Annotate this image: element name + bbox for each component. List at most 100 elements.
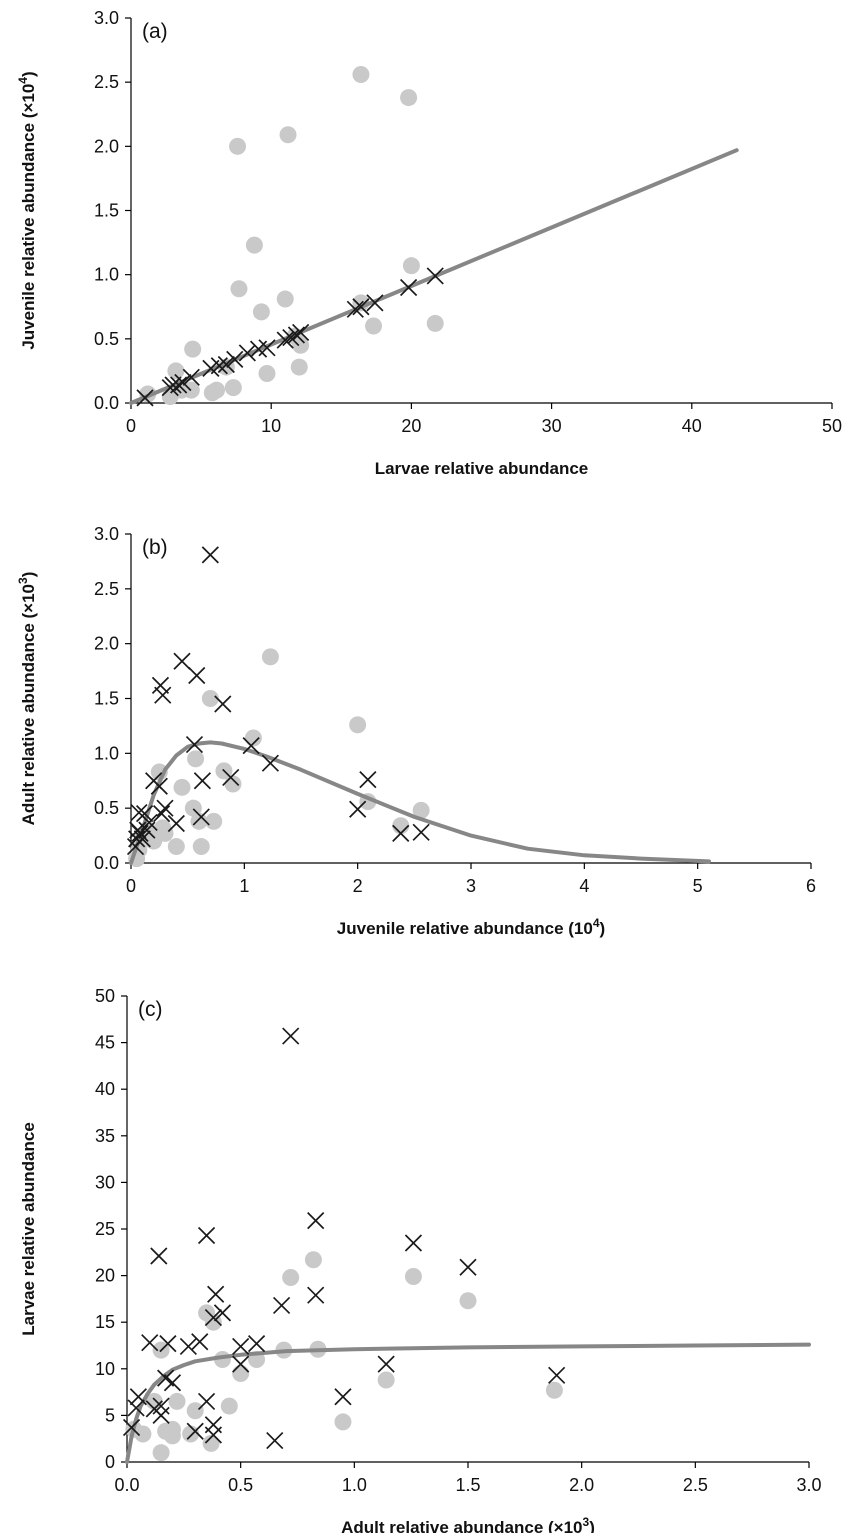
data-point-cross	[192, 808, 210, 826]
title-close: )	[589, 1518, 595, 1533]
data-point-cross	[232, 1355, 250, 1373]
data-point-circle	[352, 65, 370, 83]
data-point-cross	[247, 1335, 266, 1353]
data-point-circle	[167, 362, 185, 380]
data-point-cross	[352, 298, 370, 316]
data-point-cross	[366, 294, 384, 312]
data-point-cross	[349, 800, 367, 818]
data-point-circle	[192, 838, 210, 856]
data-point-circle	[276, 290, 294, 308]
data-point-cross	[167, 814, 185, 833]
data-point-circle	[365, 317, 383, 335]
data-point-cross	[238, 344, 256, 362]
title-text: Juvenile relative abundance (10	[337, 919, 593, 938]
y-tick-label: 20	[95, 1266, 115, 1286]
y-tick-label: 0.5	[94, 798, 119, 818]
data-point-circle	[168, 1392, 186, 1410]
x-tick-label: 10	[261, 416, 281, 436]
data-point-cross	[210, 357, 228, 375]
x-tick-label: 50	[822, 416, 842, 436]
data-point-cross	[152, 805, 171, 823]
data-point-circle	[279, 126, 297, 144]
data-point-cross	[197, 1226, 216, 1245]
data-point-cross	[152, 1397, 170, 1415]
x-tick-label: 40	[682, 416, 702, 436]
data-point-cross	[292, 323, 310, 342]
y-tick-label: 25	[95, 1219, 115, 1239]
data-point-circle	[224, 379, 242, 397]
data-point-cross	[173, 652, 191, 670]
data-point-cross	[174, 373, 192, 392]
data-point-circle	[173, 778, 191, 796]
data-point-cross	[242, 737, 260, 755]
y-tick-label: 2.5	[94, 579, 119, 599]
data-point-circle	[182, 1425, 200, 1443]
x-axis-title: Adult relative abundance (×103)	[341, 1515, 595, 1533]
y-axis-title: Larvae relative abundance	[19, 1122, 38, 1336]
panel-label: (b)	[142, 536, 168, 559]
data-point-cross	[188, 666, 206, 685]
x-tick-label: 0.5	[228, 1475, 253, 1495]
data-point-circle	[232, 1364, 250, 1382]
data-point-circle	[545, 1381, 563, 1399]
data-point-cross	[307, 1212, 325, 1230]
data-point-circle	[163, 1420, 181, 1438]
x-tick-label: 0.0	[114, 1475, 139, 1495]
data-point-cross	[185, 735, 204, 754]
title-text: Larvae relative abundance	[375, 459, 589, 478]
data-point-cross	[152, 1406, 170, 1425]
data-point-circle	[134, 1425, 152, 1443]
data-point-cross	[276, 331, 294, 349]
data-point-cross	[159, 1335, 177, 1353]
data-point-circle	[334, 1413, 352, 1431]
data-point-circle	[400, 89, 418, 107]
data-point-circle	[202, 1434, 220, 1452]
data-point-cross	[359, 771, 377, 789]
data-point-circle	[304, 1251, 322, 1269]
fit-curve	[129, 740, 711, 865]
data-point-circle	[190, 812, 208, 830]
data-point-cross	[266, 1431, 284, 1450]
data-point-cross	[151, 676, 170, 694]
data-point-circle	[412, 801, 430, 819]
data-point-circle	[224, 775, 242, 793]
data-point-cross	[197, 1392, 216, 1411]
data-point-cross	[154, 686, 172, 704]
data-point-circle	[258, 364, 276, 382]
chart-panel-2: 0.0 0.5 1.0 1.5 2.0 2.5 3.0 0 1 2 3 4 5 6 (b) Juvenile …	[16, 524, 816, 938]
data-point-cross	[399, 278, 418, 297]
data-point-cross	[261, 754, 280, 772]
data-point-circle	[252, 303, 270, 321]
data-point-cross	[282, 328, 300, 347]
data-point-cross	[222, 768, 240, 787]
y-tick-label: 10	[95, 1359, 115, 1379]
data-point-cross	[164, 376, 182, 394]
data-point-circle	[201, 690, 219, 707]
y-tick-label: 40	[95, 1079, 115, 1099]
data-point-cross	[426, 267, 444, 285]
data-point-circle	[377, 1371, 395, 1389]
y-tick-label: 2.0	[94, 136, 119, 156]
data-point-cross	[214, 695, 232, 713]
x-tick-label: 6	[806, 876, 816, 896]
x-tick-label: 3	[466, 876, 476, 896]
y-tick-label: 5	[105, 1405, 115, 1425]
data-point-circle	[392, 817, 410, 835]
data-point-cross	[272, 1296, 291, 1315]
x-tick-label: 2.5	[683, 1475, 708, 1495]
chart-panel-3: 0 5 10 15 20 25 30 35 40 45 50 0.0 0.5 1.0 1.5 2.0 2.5 3.…	[19, 986, 822, 1537]
data-point-cross	[207, 1285, 225, 1303]
data-point-cross	[127, 1399, 145, 1417]
y-axis-title: Adult relative abundance (×103)	[16, 572, 38, 826]
data-point-circle	[245, 236, 263, 254]
title-text: Adult relative abundance (×10	[19, 584, 38, 825]
data-point-cross	[213, 1304, 232, 1322]
y-tick-label: 50	[95, 986, 115, 1006]
data-point-cross	[377, 1355, 395, 1373]
data-point-circle	[292, 336, 310, 354]
y-tick-label: 30	[95, 1172, 115, 1192]
data-point-cross	[133, 830, 151, 848]
y-tick-label: 0.0	[94, 853, 119, 873]
data-point-circle	[230, 280, 248, 298]
